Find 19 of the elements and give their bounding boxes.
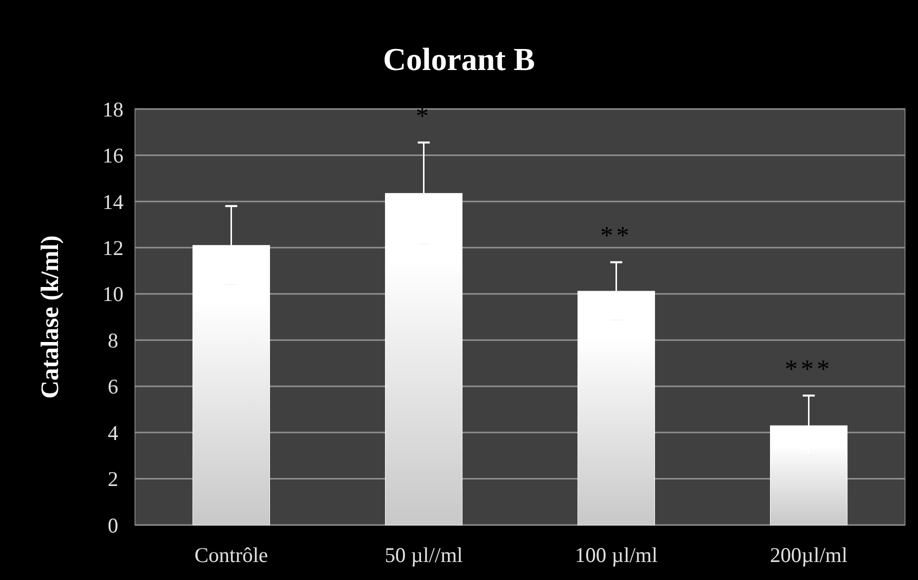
y-tick-label: 14 [102,190,124,214]
annotation: ** [600,221,632,250]
y-axis-title: Catalase (k/ml) [37,235,64,399]
y-tick-label: 2 [108,467,118,492]
x-tick-label: 100 µl/ml [574,543,658,567]
y-tick-label: 6 [108,374,118,399]
y-tick-label: 10 [102,282,124,306]
chart-title: Colorant B [383,41,535,77]
annotation: *** [784,354,833,384]
y-tick-label: 8 [108,328,118,352]
y-tick-label: 0 [108,513,118,538]
x-tick-label: Contrôle [194,543,268,567]
x-tick-label: 200µl/ml [770,543,848,567]
y-tick-label: 18 [102,97,124,122]
y-tick-label: 12 [102,236,124,260]
x-tick-label: 50 µl//ml [384,543,463,567]
y-tick-label: 4 [108,420,119,445]
annotation: * [416,102,432,131]
y-tick-label: 16 [102,144,124,168]
